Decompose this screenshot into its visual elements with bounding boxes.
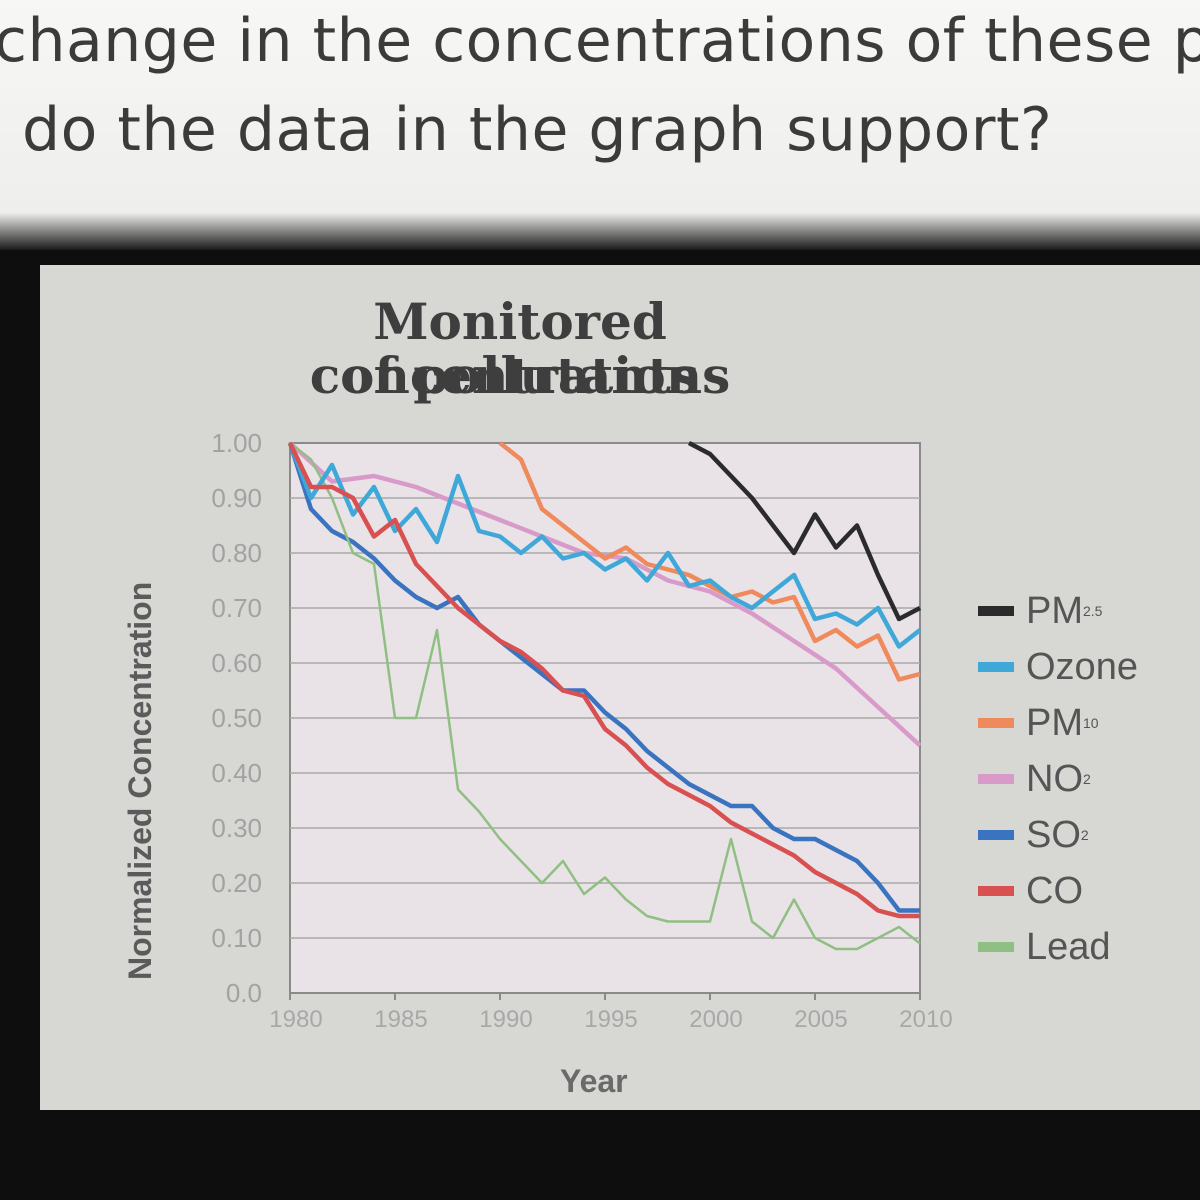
x-tick-label: 1990 (479, 1006, 532, 1033)
legend-swatch (978, 718, 1014, 728)
x-tick-label: 2010 (899, 1006, 952, 1033)
legend-swatch (978, 662, 1014, 672)
series-line-co (287, 442, 920, 919)
x-tick-label: 1995 (584, 1006, 637, 1033)
y-tick-label: 0.40 (211, 758, 262, 788)
series-line-pm25 (687, 441, 922, 622)
legend-label-subscript: 2 (1080, 827, 1089, 843)
legend-swatch (978, 606, 1014, 616)
y-tick-label: 0.30 (211, 813, 262, 843)
legend-label: Ozone (1026, 645, 1138, 688)
chart-legend: PM 2.5 Ozone PM 10 NO 2 SO 2 CO Lead (978, 583, 1193, 975)
question-text: change in the concentrations of these p … (0, 0, 1200, 250)
x-tick-label: 2000 (689, 1006, 742, 1033)
x-axis-label: Year (560, 1063, 628, 1099)
x-tick-label: 2005 (794, 1006, 847, 1033)
legend-swatch (978, 942, 1014, 952)
legend-label: Lead (1026, 925, 1111, 968)
y-tick-label: 0.20 (211, 868, 262, 898)
line-chart: 1.00 0.90 0.80 0.70 0.60 0.50 0.40 0.30 0.20 0.10… (211, 428, 952, 1033)
legend-label-subscript: 10 (1083, 715, 1099, 731)
legend-item-co: CO (978, 863, 1193, 919)
legend-item-so2: SO 2 (978, 807, 1193, 863)
legend-item-lead: Lead (978, 919, 1193, 975)
question-line-2: do the data in the graph support? (22, 95, 1053, 165)
series-line-lead (289, 442, 921, 951)
legend-item-ozone: Ozone (978, 639, 1193, 695)
legend-label: PM (1026, 701, 1083, 744)
x-tick-label: 1985 (374, 1006, 427, 1033)
legend-label-subscript: 2 (1083, 771, 1091, 787)
legend-item-no2: NO 2 (978, 751, 1193, 807)
y-tick-label: 0.0 (226, 978, 262, 1008)
legend-label: PM (1026, 589, 1083, 632)
y-tick-label: 0.60 (211, 648, 262, 678)
legend-label: SO (1026, 813, 1081, 856)
y-tick-label: 0.10 (211, 923, 262, 953)
legend-swatch (978, 886, 1014, 896)
legend-swatch (978, 830, 1014, 840)
legend-swatch (978, 774, 1014, 784)
y-tick-label: 1.00 (211, 428, 262, 458)
y-tick-label: 0.90 (211, 483, 262, 513)
legend-item-pm10: PM 10 (978, 695, 1193, 751)
chart-title-line-2: of pollutants (340, 346, 699, 405)
y-tick-label: 0.80 (211, 538, 262, 568)
y-tick-label: 0.50 (211, 703, 262, 733)
chart-title-line-1: Monitored concentrations (309, 292, 731, 405)
legend-label: CO (1026, 869, 1083, 912)
series-line-so2 (287, 442, 920, 913)
legend-label-subscript: 2.5 (1083, 603, 1103, 619)
legend-item-pm25: PM 2.5 (978, 583, 1193, 639)
y-axis-label: Normalized Concentration (122, 581, 158, 980)
series-line-ozone (287, 442, 922, 649)
question-line-1: change in the concentrations of these p (0, 6, 1200, 76)
chart-figure: Monitored concentrations of pollutants 1… (40, 265, 1200, 1110)
legend-label: NO (1026, 757, 1083, 800)
series-line-pm10 (498, 441, 921, 682)
x-tick-label: 1980 (269, 1006, 322, 1033)
y-tick-label: 0.70 (211, 593, 262, 623)
